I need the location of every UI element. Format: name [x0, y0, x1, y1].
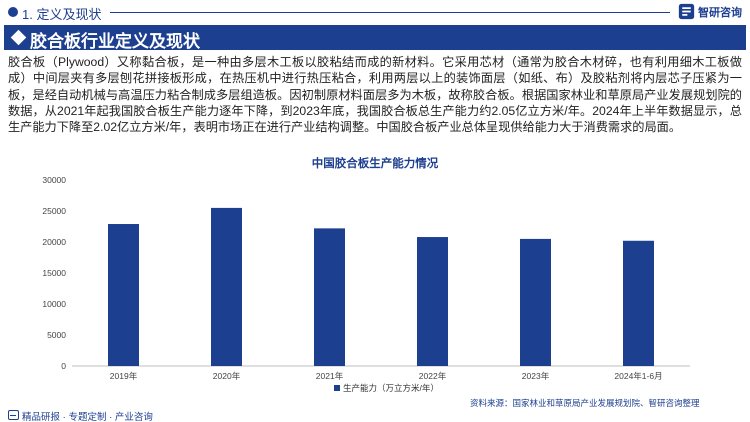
x-tick-label: 2019年: [110, 371, 138, 381]
y-tick-label: 20000: [42, 237, 66, 247]
header-divider: [110, 12, 670, 13]
x-tick-label: 2023年: [522, 371, 550, 381]
y-tick-label: 25000: [42, 206, 66, 216]
y-tick-label: 30000: [42, 175, 66, 185]
top-bar: 1. 定义及现状 智研咨询: [0, 0, 750, 24]
bar-1: [211, 207, 242, 366]
zhiyan-logo-icon: [678, 3, 695, 20]
x-tick-label: 2024年1-6月: [614, 371, 662, 381]
x-tick-label: 2022年: [419, 371, 447, 381]
footer: 精品研报 · 专题定制 · 产业咨询: [0, 409, 750, 422]
bar-0: [108, 224, 139, 366]
brand: 智研咨询: [678, 3, 742, 20]
section-label: 1. 定义及现状: [22, 7, 102, 22]
bar-3: [417, 237, 448, 366]
bar-5: [623, 240, 654, 366]
x-tick-label: 2020年: [213, 371, 241, 381]
chart-title: 中国胶合板生产能力情况: [311, 158, 439, 170]
bar-4: [520, 238, 551, 366]
brand-name: 智研咨询: [698, 6, 742, 19]
footer-text: 精品研报 · 专题定制 · 产业咨询: [22, 412, 153, 422]
y-tick-label: 15000: [42, 268, 66, 278]
x-tick-label: 2021年: [316, 371, 344, 381]
source-note: 资料来源：国家林业和草原局产业发展规划院、智研咨询整理: [470, 398, 700, 408]
bar-2: [314, 228, 345, 366]
intro-paragraph: 胶合板（Plywood）又称黏合板，是一种由多层木工板以胶粘结而成的新材料。它采…: [8, 55, 742, 135]
y-tick-label: 0: [61, 361, 66, 371]
title-bar: 胶合板行业定义及现状: [4, 25, 746, 51]
section-dot-icon: [8, 7, 18, 17]
report-icon: [8, 410, 19, 420]
legend-label: 生产能力（万立方米/年）: [343, 383, 439, 393]
legend-swatch: [334, 385, 340, 391]
y-tick-label: 5000: [47, 330, 66, 340]
page-title: 胶合板行业定义及现状: [30, 32, 200, 51]
y-tick-label: 10000: [42, 299, 66, 309]
